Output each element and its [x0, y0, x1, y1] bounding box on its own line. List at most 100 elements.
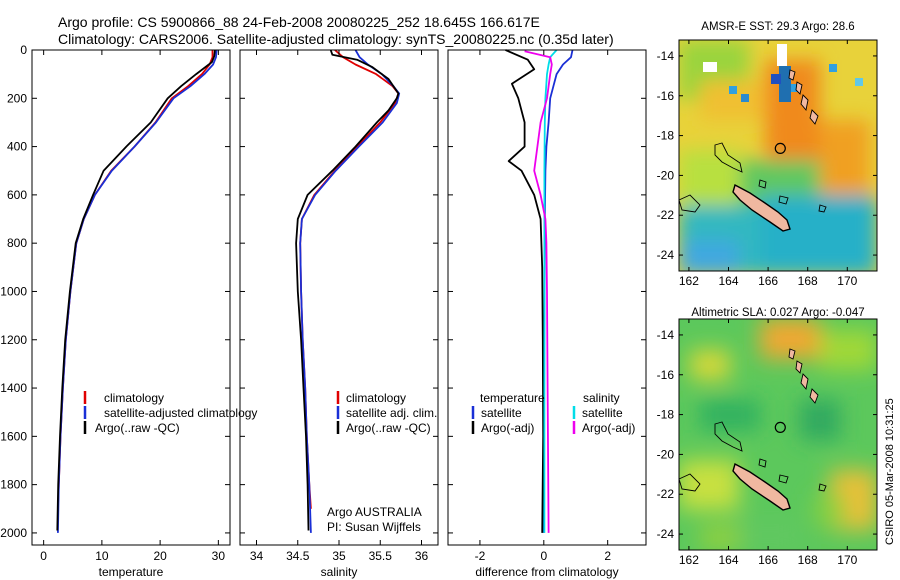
sst-map-xtick-label: 164	[718, 274, 738, 288]
sla-map-ytick-label: -22	[657, 487, 675, 501]
sla-vanuatu-islands	[788, 348, 819, 404]
salinity-series-climatology	[299, 49, 400, 509]
sla-new-caledonia-island	[732, 462, 791, 511]
salinity-legend: climatology satellite adj. clim. Argo(..…	[336, 391, 437, 435]
legend-label-climatology: climatology	[104, 391, 164, 405]
temperature-ytick-label: 200	[7, 91, 27, 105]
temperature-ytick-label: 400	[7, 140, 27, 154]
figure-title-line2: Climatology: CARS2006. Satellite-adjuste…	[58, 31, 614, 47]
difference-axes-frame	[447, 49, 647, 546]
legend-label-satellite: satellite adj. clim.	[346, 406, 437, 420]
legend-label-sal-satellite: satellite	[582, 406, 623, 420]
sst-map-frame	[678, 39, 878, 272]
salinity-xtick-label: 34	[250, 549, 264, 563]
temperature-legend: climatology satellite-adjusted climatolo…	[83, 391, 257, 435]
legend-label-argo: Argo(..raw -QC)	[95, 421, 180, 435]
difference-xtick-label: -2	[475, 549, 486, 563]
sst-field	[679, 40, 877, 271]
temperature-ytick-label: 800	[7, 236, 27, 250]
temperature-axes-frame	[31, 49, 231, 546]
legend-label-climatology: climatology	[346, 391, 406, 405]
salinity-xtick-label: 36	[415, 549, 429, 563]
sla-map-xtick-label: 168	[798, 553, 818, 567]
legend-label-argo: Argo(..raw -QC)	[346, 421, 431, 435]
legend-header-temperature: temperature	[480, 391, 545, 405]
temperature-xtick-label: 20	[153, 549, 167, 563]
salinity-panel: 34 34.5 35 35.5 36 salinity climatology sate…	[239, 49, 439, 579]
temperature-ytick-label: 1000	[0, 284, 27, 298]
sla-map-xtick-label: 166	[758, 553, 778, 567]
sst-map-ytick-label: -20	[657, 168, 675, 182]
sla-argo-position-marker	[774, 421, 786, 433]
difference-xtick-label: 2	[604, 549, 611, 563]
sst-map-xtick-label: 162	[679, 274, 699, 288]
sla-map-panel: Altimetric SLA: 0.027 Argo: -0.047	[657, 307, 878, 567]
sst-map-ytick-label: -18	[657, 129, 675, 143]
sst-map-ytick-label: -22	[657, 208, 675, 222]
sst-map-title: AMSR-E SST: 29.3 Argo: 28.6	[701, 21, 854, 33]
sla-map-title: Altimetric SLA: 0.027 Argo: -0.047	[691, 307, 864, 319]
annotation-program: Argo AUSTRALIA	[327, 505, 422, 519]
sst-coastlines	[678, 69, 827, 232]
annotation-pi: PI: Susan Wijffels	[327, 520, 421, 534]
sst-map-ytick-label: -24	[657, 248, 675, 262]
temperature-ytick-label: 600	[7, 188, 27, 202]
salinity-xtick-label: 34.5	[286, 549, 310, 563]
sla-map-xtick-label: 162	[679, 553, 699, 567]
difference-xtick-label: 0	[540, 549, 547, 563]
difference-legend: temperature salinity satellite Argo(-adj…	[471, 391, 635, 435]
legend-label-temp-argo: Argo(-adj)	[481, 421, 534, 435]
sla-map-xtick-label: 164	[718, 553, 738, 567]
sla-map-xtick-label: 170	[837, 553, 857, 567]
salinity-axes-frame	[239, 49, 439, 546]
sla-map-ytick-label: -18	[657, 408, 675, 422]
temperature-series-climatology	[57, 50, 214, 509]
difference-series-salinity-argo-adj-	[524, 50, 553, 533]
sla-map-ytick-label: -20	[657, 447, 675, 461]
temperature-xtick-label: 10	[95, 549, 109, 563]
sla-map-frame	[678, 318, 878, 551]
sla-field	[679, 319, 877, 550]
sst-map-ytick-label: -14	[657, 49, 675, 63]
difference-xlabel: difference from climatology	[475, 565, 618, 579]
sla-map-ytick-label: -24	[657, 527, 675, 541]
temperature-ytick-label: 1400	[0, 381, 27, 395]
salinity-series-argo-raw-qc-	[295, 49, 400, 531]
legend-header-salinity: salinity	[583, 391, 620, 405]
sla-coastlines	[678, 348, 827, 511]
temperature-ytick-label: 1200	[0, 333, 27, 347]
temperature-ytick-label: 1800	[0, 478, 27, 492]
temperature-series-argo-raw-qc-	[56, 49, 216, 531]
salinity-xtick-label: 35	[332, 549, 346, 563]
sst-argo-position-marker	[774, 142, 786, 154]
sst-map-panel: AMSR-E SST: 29.3 Argo: 28.6	[657, 21, 878, 288]
sla-map-ytick-label: -16	[657, 368, 675, 382]
sst-vanuatu-islands	[788, 69, 819, 125]
temperature-xlabel: temperature	[99, 565, 164, 579]
temperature-panel: 0 10 20 30 0 200 400 600 800 1000 1200 1400 1600 1800…	[0, 43, 257, 579]
salinity-xlabel: salinity	[321, 565, 358, 579]
figure-title-line1: Argo profile: CS 5900866_88 24-Feb-2008 …	[58, 14, 540, 30]
salinity-series-satellite-adj-clim-	[299, 49, 401, 533]
sst-map-xtick-label: 170	[837, 274, 857, 288]
legend-label-temp-satellite: satellite	[481, 406, 522, 420]
legend-label-satellite: satellite-adjusted climatology	[104, 406, 257, 420]
sla-map-ytick-label: -14	[657, 328, 675, 342]
temperature-ytick-label: 0	[20, 43, 27, 57]
temperature-ytick-label: 2000	[0, 526, 27, 540]
sst-map-xtick-label: 166	[758, 274, 778, 288]
temperature-xtick-label: 0	[40, 549, 47, 563]
legend-label-sal-argo: Argo(-adj)	[582, 421, 635, 435]
difference-series-temperature-argo-adj-	[505, 49, 545, 533]
timestamp-stamp: CSIRO 05-Mar-2008 10:31:25	[884, 398, 896, 545]
sst-map-xtick-label: 168	[798, 274, 818, 288]
sst-new-caledonia-island	[732, 183, 791, 232]
difference-series-salinity-satellite	[543, 49, 558, 533]
temperature-xtick-label: 30	[212, 549, 226, 563]
difference-panel: -2 0 2 difference from climatology tempera…	[447, 49, 647, 579]
temperature-series-satellite-adjusted-climatology	[57, 49, 218, 533]
sst-map-ytick-label: -16	[657, 89, 675, 103]
temperature-ytick-label: 1600	[0, 429, 27, 443]
salinity-xtick-label: 35.5	[369, 549, 393, 563]
